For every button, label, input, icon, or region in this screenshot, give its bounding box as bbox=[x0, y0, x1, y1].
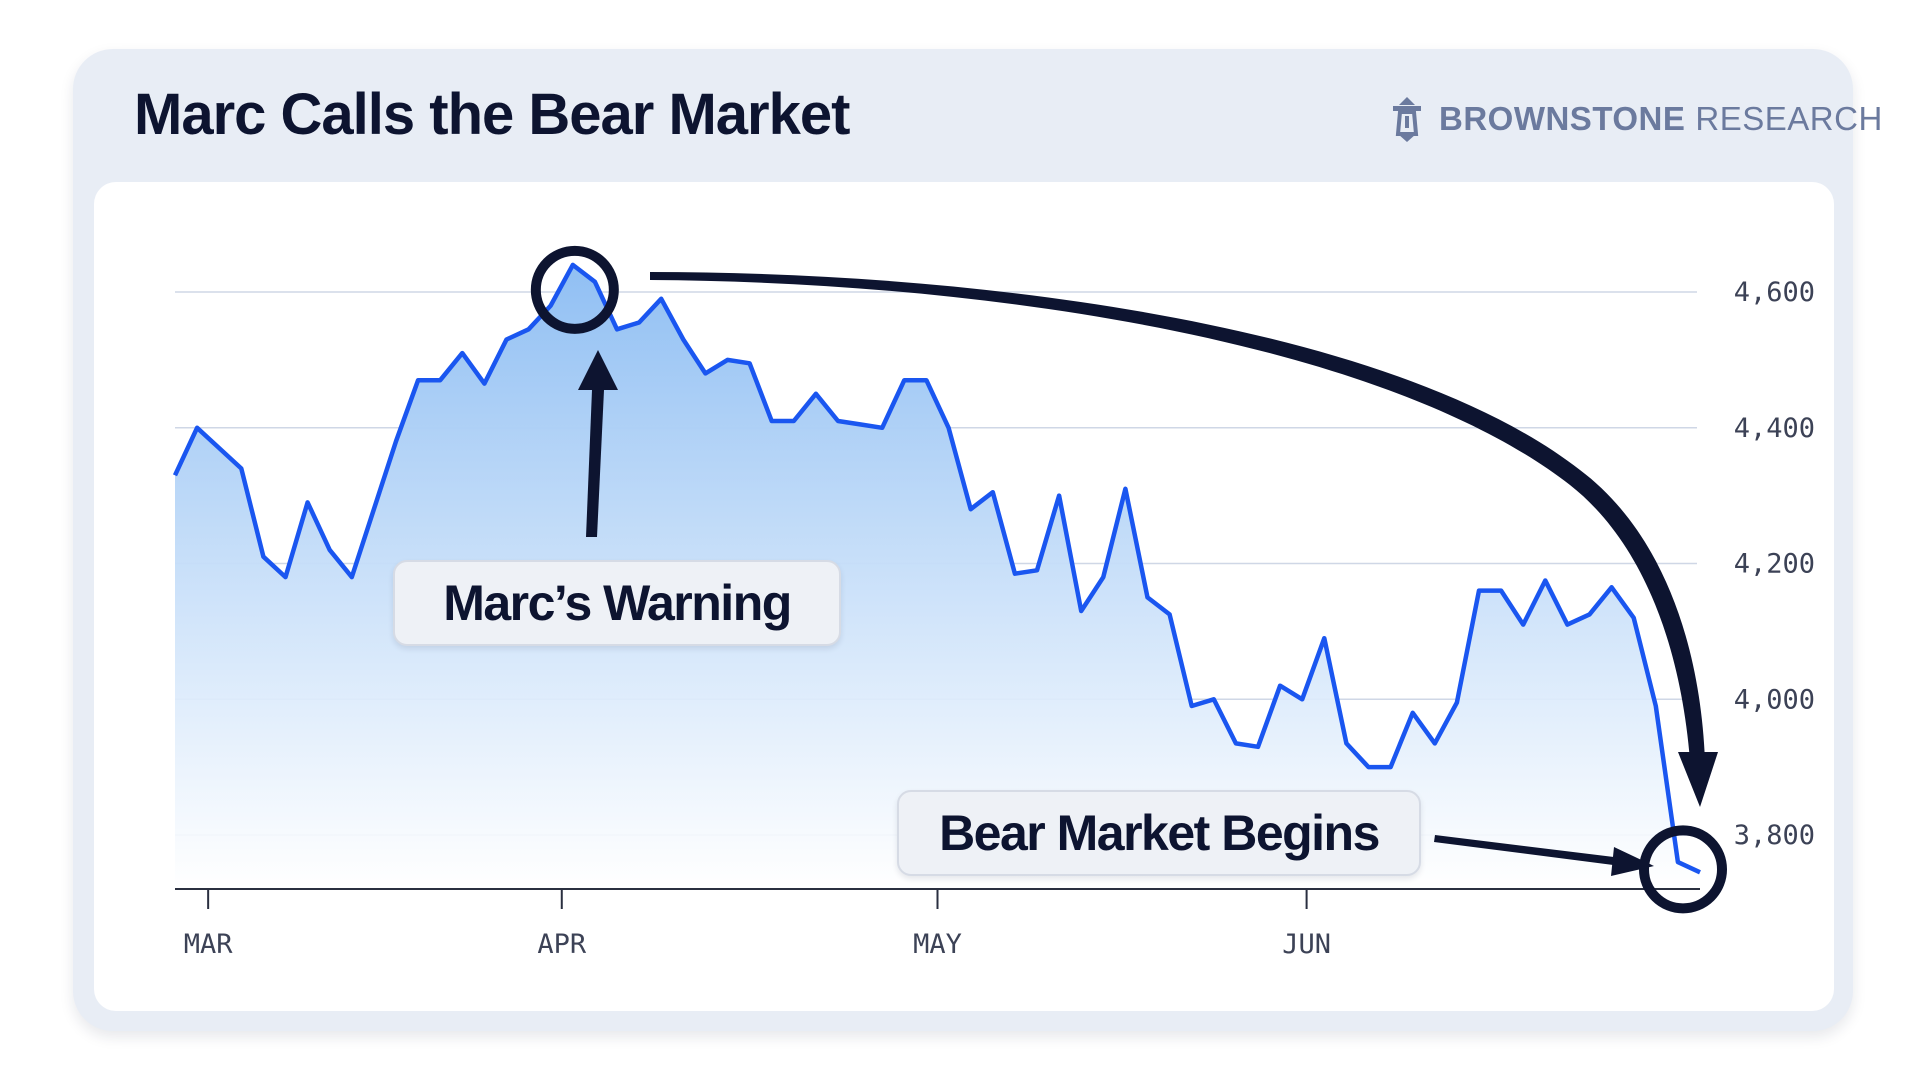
y-tick-label: 4,000 bbox=[1734, 684, 1815, 715]
y-tick-label: 4,200 bbox=[1734, 549, 1815, 580]
x-tick-label: MAY bbox=[913, 929, 962, 960]
curved-arrow bbox=[650, 272, 1718, 807]
x-tick-label: JUN bbox=[1282, 929, 1331, 960]
peak-circle bbox=[530, 245, 619, 334]
y-tick-label: 3,800 bbox=[1734, 820, 1815, 851]
warning-arrow bbox=[578, 350, 618, 537]
y-tick-label: 4,400 bbox=[1734, 413, 1815, 444]
x-tick-label: MAR bbox=[184, 929, 234, 960]
warning-callout: Marc’s Warning bbox=[393, 560, 841, 646]
bear-arrow bbox=[1434, 835, 1654, 876]
x-axis-ticks: MAR APR MAY JUN bbox=[184, 889, 1331, 960]
series-line bbox=[172, 262, 1701, 875]
area-fill bbox=[175, 264, 1700, 889]
end-circle bbox=[1639, 825, 1727, 914]
brand-logo: BROWNSTONE RESEARCH bbox=[1385, 94, 1883, 144]
y-axis-ticks: 3,800 4,000 4,200 4,400 4,600 bbox=[1734, 277, 1815, 851]
brand-name: BROWNSTONE bbox=[1439, 100, 1686, 137]
brand-suffix: RESEARCH bbox=[1695, 100, 1883, 137]
chart-title: Marc Calls the Bear Market bbox=[134, 82, 850, 147]
bear-market-callout: Bear Market Begins bbox=[897, 790, 1421, 876]
lighthouse-icon bbox=[1393, 97, 1421, 142]
y-tick-label: 4,600 bbox=[1734, 277, 1815, 308]
x-tick-label: APR bbox=[537, 929, 587, 960]
